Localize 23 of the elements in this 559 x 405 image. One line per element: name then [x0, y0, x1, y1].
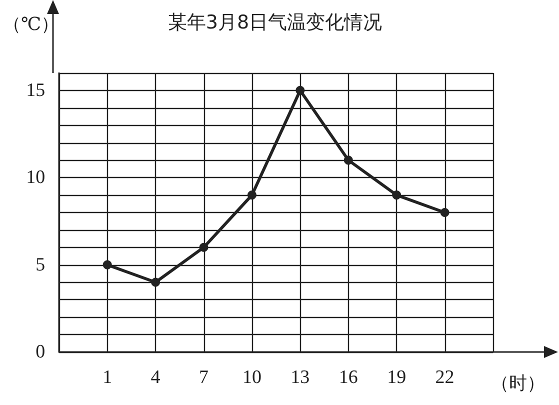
point [440, 208, 450, 217]
point [296, 86, 305, 95]
y-tick-label: 5 [36, 254, 46, 276]
y-tick-label: 10 [26, 167, 46, 188]
y-tick-label: 0 [36, 342, 46, 362]
x-tick-label: 1 [102, 367, 112, 388]
x-tick-label: 7 [199, 367, 209, 388]
point [102, 260, 112, 270]
x-tick-label: 16 [338, 367, 358, 388]
x-tick-label: 22 [435, 367, 454, 388]
x-tick-label: 4 [150, 367, 161, 388]
x-axis-title: （时） [491, 373, 545, 393]
point [247, 190, 256, 200]
y-axis-title: （℃） [2, 14, 60, 34]
point [199, 242, 208, 252]
y-tick-label: 15 [26, 80, 46, 101]
x-tick-label: 10 [242, 367, 262, 388]
x-tick-label: 13 [290, 367, 310, 388]
point [151, 278, 160, 287]
x-tick-label: 19 [387, 367, 406, 388]
chart-title: 某年3月8日气温变化情况 [168, 12, 382, 34]
point [392, 190, 402, 200]
point [344, 156, 353, 165]
